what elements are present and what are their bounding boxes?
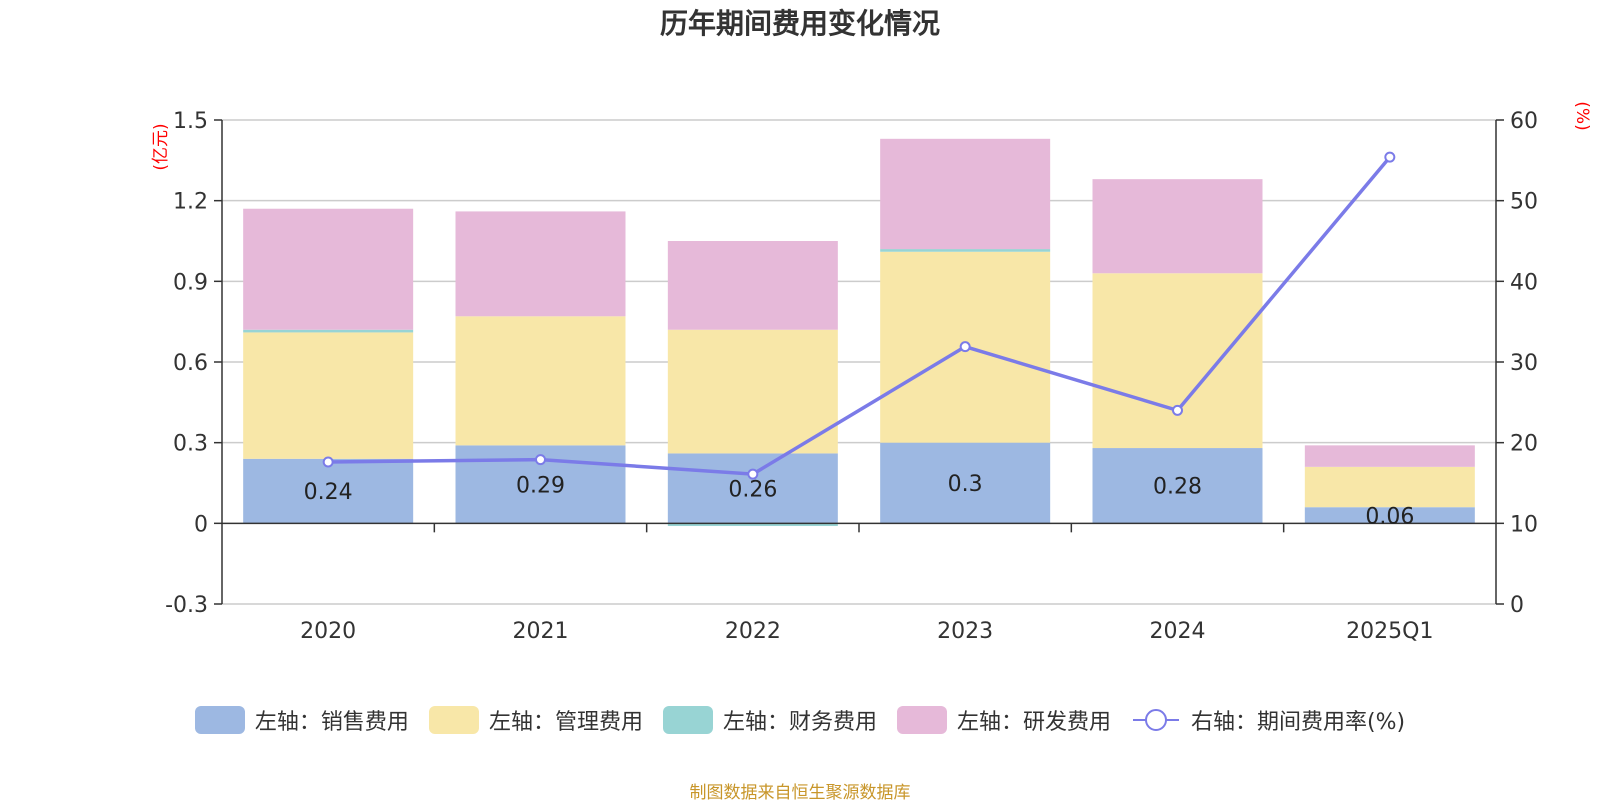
axes: -0.3 0 0.3 0.6 0.9 1.2 1.5 0 10 20 30 40 50 60 (亿元) (%)… — [151, 101, 1592, 644]
bar-2020-左轴：销售费用 — [243, 458, 414, 524]
bar-2021-左轴：管理费用 — [455, 316, 626, 446]
bar-2022-左轴：管理费用 — [667, 329, 838, 454]
data-label-2021: 0.29 — [516, 473, 565, 498]
bar-2025Q1-左轴：研发费用 — [1304, 445, 1475, 467]
legend-item[interactable]: 左轴：管理费用 — [428, 704, 643, 736]
right-axis-tick-label: 0 — [1510, 593, 1524, 618]
bar-2023-左轴：财务费用 — [880, 249, 1051, 252]
line-point-2023 — [959, 341, 971, 353]
right-axis-tick-label: 20 — [1510, 432, 1538, 457]
bar-2025Q1-左轴：销售费用 — [1304, 507, 1475, 524]
bar-2022-左轴：研发费用 — [667, 241, 838, 330]
legend-item[interactable]: 右轴：期间费用率(%) — [1131, 704, 1405, 736]
right-axis-tick-label: 50 — [1510, 190, 1538, 215]
legend-swatch — [428, 706, 479, 734]
legend-label: 左轴：销售费用 — [254, 710, 409, 735]
legend-label: 右轴：期间费用率(%) — [1190, 710, 1406, 735]
category-label: 2023 — [937, 619, 993, 644]
category-label: 2022 — [725, 619, 781, 644]
bar-2020-左轴：管理费用 — [243, 332, 414, 459]
bar-2024-左轴：管理费用 — [1092, 273, 1263, 449]
category-label: 2025Q1 — [1346, 619, 1433, 644]
left-axis-tick-label: 1.2 — [173, 190, 208, 215]
bar-2024-左轴：销售费用 — [1092, 448, 1263, 524]
left-axis-tick-label: 1.5 — [173, 109, 208, 134]
left-axis-unit: (亿元) — [151, 123, 171, 170]
category-label: 2020 — [300, 619, 356, 644]
legend-item[interactable]: 左轴：财务费用 — [662, 704, 877, 736]
line-layer — [322, 151, 1396, 480]
bar-2020-左轴：财务费用 — [243, 329, 414, 333]
legend-item[interactable]: 左轴：销售费用 — [194, 704, 409, 736]
chart-plot: -0.3 0 0.3 0.6 0.9 1.2 1.5 0 10 20 30 40 50 60 (亿元) (%)… — [151, 101, 1592, 644]
data-label-2025Q1: 0.06 — [1365, 504, 1414, 529]
data-label-2020: 0.24 — [304, 480, 353, 505]
left-axis-tick-label: 0.6 — [173, 351, 208, 376]
legend-line-marker — [1132, 709, 1179, 731]
line-point-2020 — [322, 456, 334, 468]
legend-label: 左轴：研发费用 — [956, 710, 1111, 735]
legend-label: 左轴：财务费用 — [722, 710, 877, 735]
source-note: 制图数据来自恒生聚源数据库 — [689, 783, 911, 803]
left-axis-tick-label: -0.3 — [165, 593, 208, 618]
bar-2025Q1-左轴：管理费用 — [1304, 466, 1475, 508]
right-axis-tick-label: 40 — [1510, 270, 1538, 295]
category-label: 2024 — [1150, 619, 1206, 644]
line-point-2025Q1 — [1384, 151, 1396, 163]
left-axis-tick-label: 0.3 — [173, 432, 208, 457]
line-右轴：期间费用率(%) — [328, 155, 1392, 476]
legend-swatch — [896, 706, 947, 734]
bar-layer — [243, 138, 1475, 527]
bar-2022-左轴：销售费用 — [667, 453, 838, 524]
left-axis-tick-label: 0.9 — [173, 270, 208, 295]
line-point-2022 — [747, 468, 759, 480]
bar-2023-左轴：研发费用 — [880, 138, 1051, 250]
bar-2022-左轴：财务费用 — [667, 523, 838, 527]
bar-2020-左轴：研发费用 — [243, 208, 414, 330]
legend-swatch — [662, 706, 713, 734]
bar-2021-左轴：研发费用 — [455, 211, 626, 317]
left-axis-tick-label: 0 — [194, 512, 208, 537]
legend-swatch — [194, 706, 245, 734]
right-axis-unit: (%) — [1572, 101, 1592, 130]
right-axis-tick-label: 30 — [1510, 351, 1538, 376]
gridlines — [222, 119, 1496, 605]
legend-item[interactable]: 左轴：研发费用 — [896, 704, 1111, 736]
right-axis-tick-label: 60 — [1510, 109, 1538, 134]
bar-2024-左轴：研发费用 — [1092, 179, 1263, 274]
right-axis-tick-label: 10 — [1510, 512, 1538, 537]
data-label-2024: 0.28 — [1153, 475, 1202, 500]
data-label-2023: 0.3 — [948, 472, 983, 497]
legend-label: 左轴：管理费用 — [488, 710, 643, 735]
chart-title: 历年期间费用变化情况 — [659, 7, 940, 40]
legend: 左轴：销售费用 左轴：管理费用 左轴：财务费用 左轴：研发费用 右轴：期间费用率(%) — [0, 700, 1600, 740]
bar-2023-左轴：销售费用 — [880, 442, 1051, 524]
data-label-2022: 0.26 — [728, 477, 777, 502]
line-point-2021 — [535, 454, 546, 466]
line-point-2024 — [1172, 404, 1183, 416]
category-label: 2021 — [513, 619, 569, 644]
data-labels: 0.24 0.29 0.26 0.3 0.28 0.06 — [304, 472, 1415, 529]
